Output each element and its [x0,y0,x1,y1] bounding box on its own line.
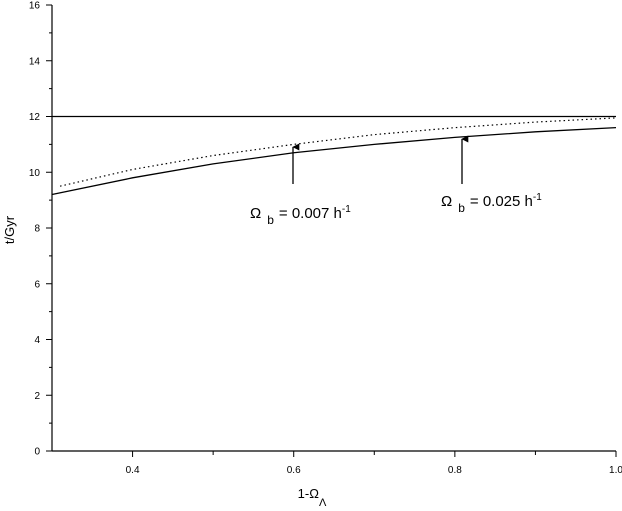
x-label-main: 1-Ω [298,486,320,501]
y-tick-label: 12 [29,112,41,123]
x-tick-label: 0.8 [448,465,462,476]
ann-sub: b [458,201,465,215]
y-tick-label: 4 [34,335,40,346]
x-tick-label: 0.6 [287,465,301,476]
ann-symbol: Ω [250,205,261,222]
x-label-sub: Λ [319,497,327,509]
x-axis-label: 1-ΩΛ [298,486,327,509]
y-axis-label: t/Gyr [2,215,17,244]
y-tick-label: 2 [34,391,40,402]
ann-text: = 0.007 h [279,205,342,222]
ann-sub: b [267,213,274,227]
ann-sup: -1 [342,204,351,215]
x-tick-label: 1.0 [609,465,622,476]
y-tick-label: 16 [29,1,41,12]
ann-symbol: Ω [441,193,452,210]
y-tick-label: 6 [34,279,40,290]
y-tick-label: 0 [34,447,40,458]
y-tick-label: 10 [29,168,41,179]
ann-text: = 0.025 h [470,193,533,210]
line [51,127,617,196]
ann-sup: -1 [533,192,542,203]
x-tick-label: 0.4 [126,465,140,476]
y-tick-label: 14 [29,56,41,67]
y-tick-label: 8 [34,224,40,235]
